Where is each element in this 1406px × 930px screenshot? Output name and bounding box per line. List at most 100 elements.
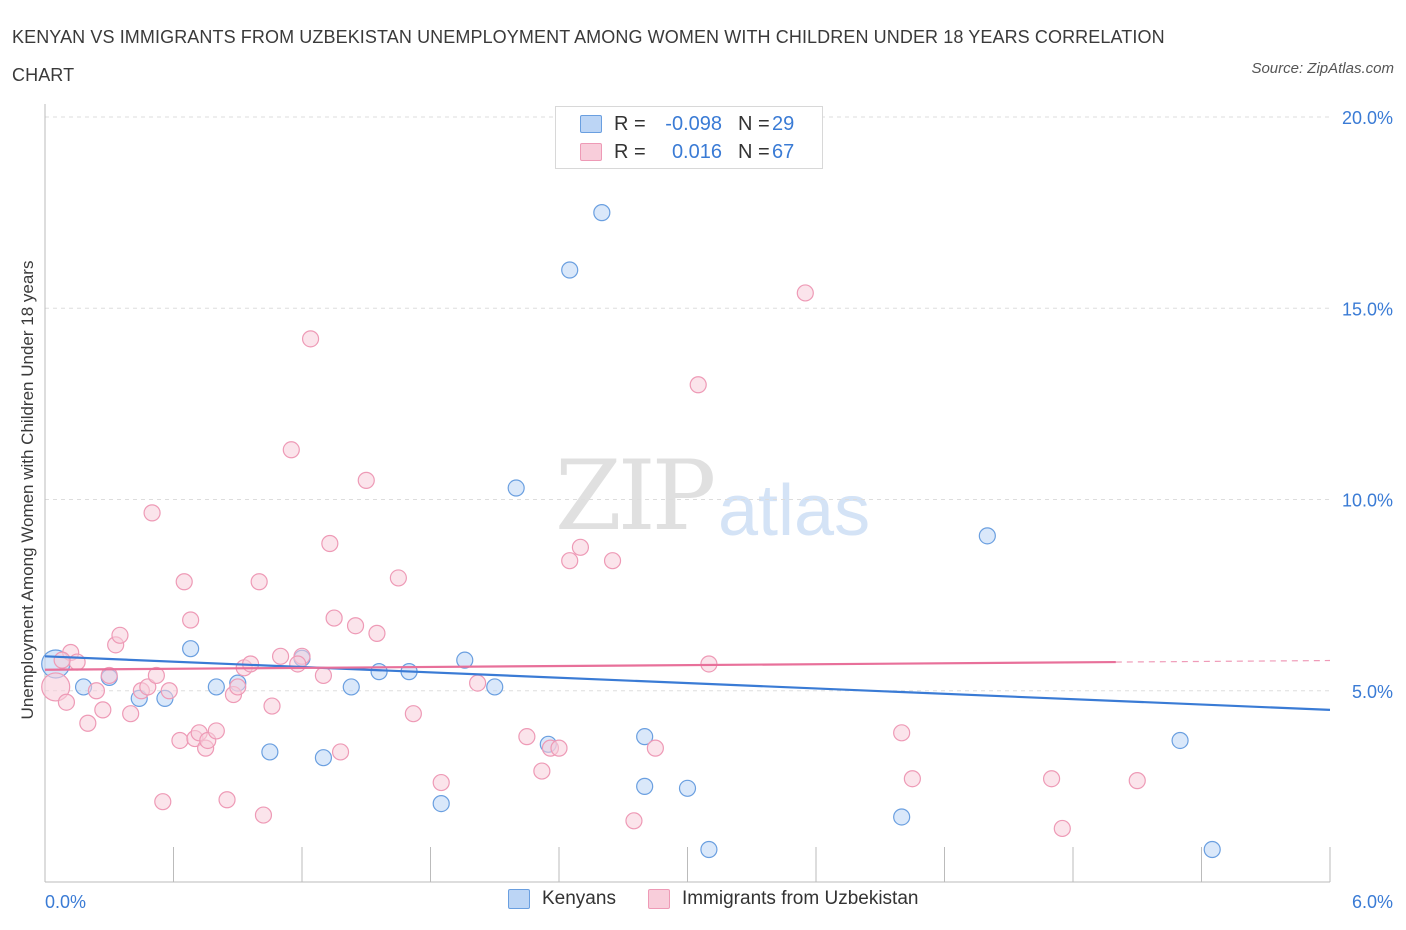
point-uzbekistan: [625, 812, 643, 830]
y-tick-label: 20.0%: [1342, 108, 1393, 128]
point-uzbekistan: [314, 666, 333, 685]
legend-row-uzbekistan: R = 0.016 N = 67: [580, 140, 794, 164]
point-uzbekistan: [571, 538, 590, 556]
point-uzbekistan: [689, 376, 707, 394]
point-uzbekistan: [432, 773, 450, 792]
point-uzbekistan: [903, 770, 921, 788]
point-uzbekistan: [603, 552, 622, 570]
point-uzbekistan: [561, 552, 579, 570]
point-kenyans: [261, 743, 279, 761]
trendline-kenyans: [44, 655, 1331, 711]
point-uzbekistan: [53, 651, 71, 669]
series-legend: Kenyans Immigrants from Uzbekistan: [508, 888, 950, 910]
point-kenyans: [182, 640, 200, 658]
correlation-legend: R = -0.098 N = 29 R = 0.016 N = 67: [555, 106, 823, 169]
point-uzbekistan: [41, 672, 71, 702]
point-uzbekistan: [175, 573, 193, 591]
point-kenyans: [561, 261, 579, 279]
chart-title: KENYAN VS IMMIGRANTS FROM UZBEKISTAN UNE…: [12, 27, 1165, 85]
point-uzbekistan: [87, 682, 106, 700]
legend-r-label: R =: [614, 140, 646, 163]
point-uzbekistan: [331, 743, 350, 761]
y-tick-label: 15.0%: [1342, 299, 1393, 319]
source-label: Source: ZipAtlas.com: [1251, 60, 1394, 77]
legend-n-value: 29: [772, 112, 795, 135]
legend-swatch-kenyans: [580, 115, 602, 133]
point-uzbekistan: [79, 714, 97, 732]
point-uzbekistan: [207, 722, 225, 740]
point-uzbekistan: [389, 569, 407, 587]
point-uzbekistan: [147, 666, 165, 685]
point-uzbekistan: [57, 693, 76, 711]
point-kenyans: [978, 527, 996, 545]
point-uzbekistan: [282, 441, 300, 459]
point-kenyans: [1171, 731, 1189, 750]
legend-item-kenyans: Kenyans: [508, 888, 616, 910]
legend-r-label: R =: [614, 112, 646, 135]
point-uzbekistan: [139, 678, 157, 696]
point-uzbekistan: [404, 705, 422, 723]
point-uzbekistan: [143, 504, 161, 522]
point-kenyans: [507, 479, 525, 497]
point-uzbekistan: [289, 655, 307, 673]
point-uzbekistan: [254, 806, 273, 824]
point-uzbekistan: [182, 611, 200, 629]
point-uzbekistan: [154, 793, 172, 811]
legend-row-kenyans: R = -0.098 N = 29: [580, 112, 794, 136]
point-kenyans: [456, 651, 474, 669]
point-kenyans: [636, 728, 654, 746]
x-tick-label: 0.0%: [45, 892, 86, 912]
point-uzbekistan: [518, 728, 536, 746]
y-tick-label: 5.0%: [1352, 682, 1393, 702]
x-tick-label: 6.0%: [1352, 892, 1393, 912]
point-uzbekistan: [122, 705, 140, 723]
watermark-zip: ZIP: [555, 440, 716, 552]
point-kenyans: [207, 678, 225, 696]
trendline-extension-uzbekistan: [1115, 659, 1331, 663]
point-uzbekistan: [550, 739, 568, 757]
point-uzbekistan: [111, 626, 129, 644]
point-uzbekistan: [796, 284, 814, 302]
legend-n-label: N =: [738, 140, 770, 163]
point-uzbekistan: [357, 471, 375, 489]
point-uzbekistan: [533, 762, 551, 780]
point-uzbekistan: [271, 647, 290, 665]
legend-n-value: 67: [772, 140, 795, 163]
legend-swatch-uzbekistan: [580, 143, 602, 161]
legend-r-value: -0.098: [665, 112, 722, 135]
point-uzbekistan: [100, 666, 118, 685]
point-kenyans: [486, 678, 504, 696]
point-kenyans: [314, 749, 333, 767]
point-kenyans: [700, 840, 718, 859]
point-uzbekistan: [325, 609, 343, 627]
point-uzbekistan: [346, 617, 365, 635]
point-uzbekistan: [1053, 819, 1071, 838]
point-uzbekistan: [250, 573, 268, 591]
point-uzbekistan: [218, 791, 236, 809]
point-uzbekistan: [1042, 770, 1061, 788]
point-uzbekistan: [469, 674, 487, 692]
point-kenyans: [636, 777, 654, 795]
point-kenyans: [342, 678, 360, 696]
point-uzbekistan: [263, 697, 281, 715]
trendline-uzbekistan: [44, 660, 1116, 671]
point-uzbekistan: [893, 724, 911, 742]
point-uzbekistan: [160, 682, 178, 700]
point-kenyans: [432, 794, 450, 813]
point-kenyans: [893, 808, 911, 826]
legend-swatch-uzbekistan: [647, 889, 670, 909]
point-uzbekistan: [321, 534, 339, 553]
point-kenyans: [678, 779, 697, 797]
point-uzbekistan: [171, 731, 189, 750]
legend-r-value: 0.016: [671, 140, 722, 163]
point-uzbekistan: [368, 624, 386, 642]
watermark-atlas: atlas: [718, 471, 871, 551]
point-kenyans: [593, 204, 611, 222]
point-uzbekistan: [229, 678, 247, 696]
point-uzbekistan: [301, 330, 320, 348]
point-uzbekistan: [94, 701, 112, 719]
legend-swatch-kenyans: [508, 889, 530, 909]
point-uzbekistan: [646, 739, 664, 757]
y-tick-label: 10.0%: [1342, 491, 1393, 511]
point-kenyans: [370, 663, 388, 681]
